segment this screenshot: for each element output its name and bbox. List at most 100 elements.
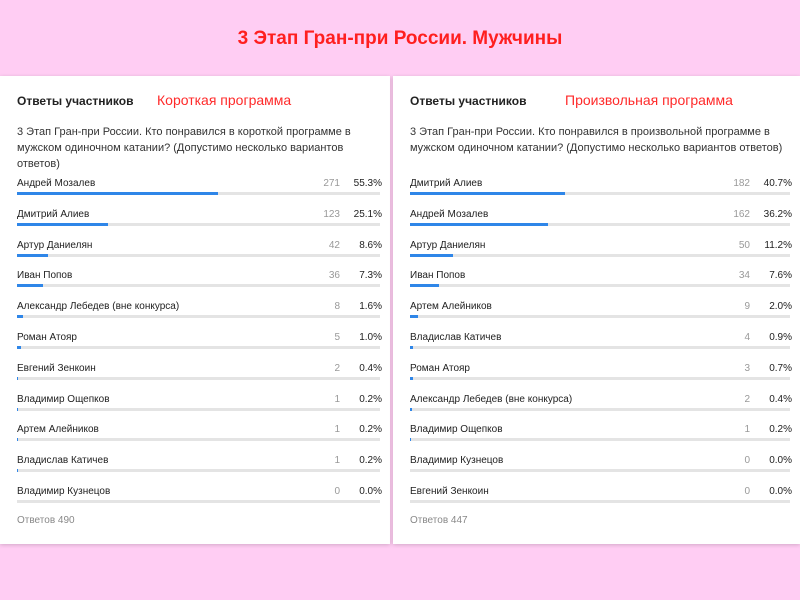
progress-fill (17, 192, 218, 195)
vote-count: 8 (334, 301, 340, 313)
vote-count: 34 (738, 270, 750, 282)
progress-track (17, 438, 380, 442)
vote-percent: 36.2% (763, 208, 792, 220)
vote-count: 271 (323, 178, 340, 189)
vote-percent: 0.0% (769, 455, 792, 467)
candidate-name: Роман Атояр (17, 331, 77, 343)
vote-percent: 0.2% (769, 424, 792, 436)
progress-fill (410, 222, 548, 226)
vote-count: 2 (334, 362, 340, 374)
free-program-panel: Ответы участников Произвольная программа… (393, 76, 800, 544)
vote-percent: 0.7% (769, 362, 792, 374)
candidate-name: Владимир Кузнецов (410, 455, 504, 467)
vote-percent: 0.0% (769, 485, 792, 497)
vote-percent: 1.6% (359, 301, 382, 313)
vote-count: 2 (744, 393, 750, 405)
result-row: Александр Лебедев (вне конкурса) 8 1.6% (17, 299, 382, 330)
panel-heading: Ответы участников (410, 94, 527, 108)
progress-fill (17, 315, 23, 319)
candidate-name: Александр Лебедев (вне конкурса) (17, 301, 180, 313)
vote-percent: 25.1% (353, 208, 382, 220)
progress-track (410, 284, 790, 288)
vote-percent: 0.2% (359, 455, 382, 467)
progress-track (410, 469, 790, 473)
vote-count: 50 (738, 239, 750, 251)
progress-fill (17, 438, 18, 442)
vote-count: 0 (744, 455, 750, 467)
result-row: Дмитрий Алиев 123 25.1% (17, 207, 382, 238)
result-row: Владимир Ощепков 1 0.2% (17, 392, 382, 423)
vote-percent: 7.6% (769, 270, 792, 282)
vote-count: 36 (328, 270, 340, 282)
result-row: Артур Даниелян 50 11.2% (410, 238, 792, 269)
vote-count: 182 (733, 178, 750, 189)
progress-track (410, 222, 790, 226)
panel-header: Ответы участников Короткая программа (17, 92, 380, 114)
progress-fill (410, 407, 412, 411)
progress-fill (410, 253, 453, 257)
vote-percent: 0.2% (359, 393, 382, 405)
result-row: Артем Алейников 1 0.2% (17, 422, 382, 453)
candidate-name: Андрей Мозалев (410, 208, 489, 220)
results-list: Андрей Мозалев 271 55.3% Дмитрий Алиев 123 25… (17, 176, 382, 515)
vote-count: 0 (744, 485, 750, 497)
vote-percent: 0.2% (359, 424, 382, 436)
progress-track (17, 376, 380, 380)
candidate-name: Евгений Зенкоин (410, 485, 489, 497)
progress-track (17, 284, 380, 288)
candidate-name: Владимир Ощепков (410, 424, 503, 436)
result-row: Дмитрий Алиев 182 40.7% (410, 176, 792, 207)
result-row: Артур Даниелян 42 8.6% (17, 238, 382, 269)
program-label: Короткая программа (157, 92, 292, 108)
result-row: Владимир Кузнецов 0 0.0% (410, 453, 792, 484)
result-row: Андрей Мозалев 271 55.3% (17, 176, 382, 207)
progress-track (17, 192, 380, 195)
candidate-name: Роман Атояр (410, 362, 470, 374)
responses-total: Ответов 490 (17, 515, 75, 526)
results-list: Дмитрий Алиев 182 40.7% Андрей Мозалев 162 36… (410, 176, 792, 515)
candidate-name: Иван Попов (17, 270, 73, 282)
progress-track (410, 499, 790, 503)
result-row: Иван Попов 34 7.6% (410, 268, 792, 299)
vote-count: 4 (744, 331, 750, 343)
vote-count: 162 (733, 208, 750, 220)
progress-fill (17, 376, 19, 380)
progress-track (17, 407, 380, 411)
panel-heading: Ответы участников (17, 94, 134, 108)
vote-count: 1 (744, 424, 750, 436)
progress-fill (17, 284, 44, 288)
vote-count: 1 (334, 393, 340, 405)
progress-fill (410, 376, 413, 380)
progress-track (410, 438, 790, 442)
progress-fill (17, 407, 18, 411)
vote-count: 0 (334, 485, 340, 497)
candidate-name: Артем Алейников (410, 301, 492, 313)
candidate-name: Александр Лебедев (вне конкурса) (410, 393, 573, 405)
vote-count: 9 (744, 301, 750, 313)
poll-question: 3 Этап Гран-при России. Кто понравился в… (410, 126, 783, 154)
result-row: Евгений Зенкоин 2 0.4% (17, 361, 382, 392)
short-program-panel: Ответы участников Короткая программа 3 Э… (0, 76, 390, 544)
vote-percent: 0.9% (769, 331, 792, 343)
vote-count: 1 (334, 424, 340, 436)
poll-question: 3 Этап Гран-при России. Кто понравился в… (17, 126, 351, 170)
vote-count: 3 (744, 362, 750, 374)
result-row: Владислав Катичев 4 0.9% (410, 330, 792, 361)
candidate-name: Владимир Кузнецов (17, 485, 111, 497)
vote-percent: 40.7% (763, 178, 792, 189)
progress-track (17, 469, 380, 473)
vote-percent: 0.4% (769, 393, 792, 405)
vote-percent: 2.0% (769, 301, 792, 313)
progress-fill (410, 192, 565, 195)
vote-percent: 0.4% (359, 362, 382, 374)
result-row: Иван Попов 36 7.3% (17, 268, 382, 299)
candidate-name: Андрей Мозалев (17, 178, 96, 189)
result-row: Владимир Ощепков 1 0.2% (410, 422, 792, 453)
vote-percent: 55.3% (353, 178, 382, 189)
candidate-name: Владислав Катичев (17, 455, 109, 467)
progress-fill (410, 345, 414, 349)
vote-count: 5 (334, 331, 340, 343)
page-title: 3 Этап Гран-при России. Мужчины (237, 28, 563, 49)
result-row: Артем Алейников 9 2.0% (410, 299, 792, 330)
candidate-name: Владимир Ощепков (17, 393, 110, 405)
